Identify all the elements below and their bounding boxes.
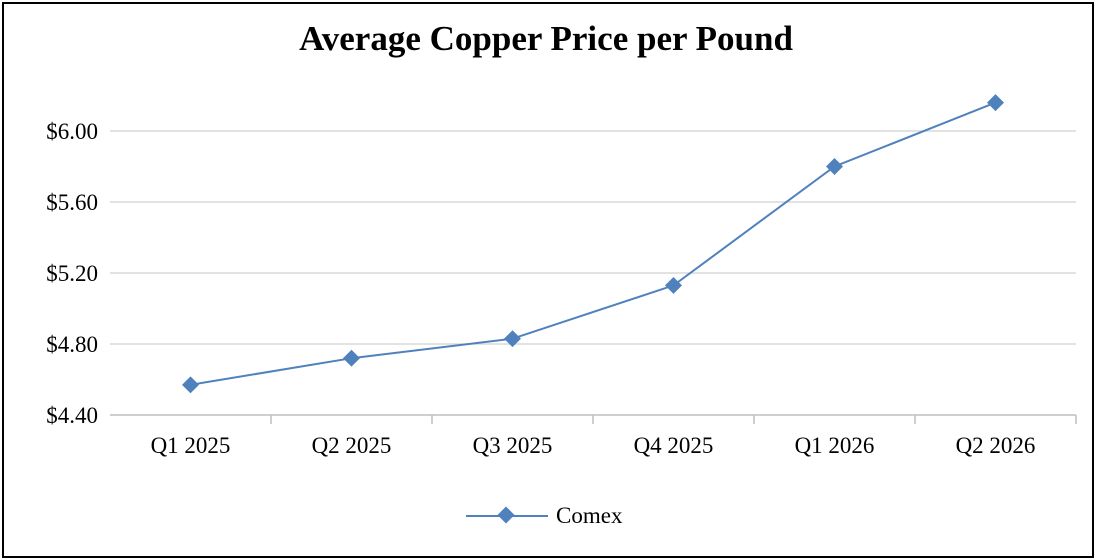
x-axis: Q1 2025 Q2 2025 Q3 2025 Q4 2025 Q1 2026 Q2 20…: [110, 414, 1077, 458]
data-point-marker: [504, 330, 521, 348]
y-tick-label: $6.00: [46, 119, 98, 144]
x-tick-label: Q1 2025: [151, 433, 231, 458]
data-point-marker: [987, 94, 1004, 112]
chart-title: Average Copper Price per Pound: [299, 19, 793, 58]
y-axis-ticks: $4.40 $4.80 $5.20 $5.60 $6.00: [46, 119, 98, 428]
gridlines: [110, 130, 1076, 345]
y-tick-label: $4.80: [46, 332, 98, 357]
legend: Comex: [466, 503, 623, 528]
x-tick-label: Q3 2025: [473, 433, 553, 458]
y-tick-label: $5.20: [46, 261, 98, 286]
x-tick-label: Q4 2025: [634, 433, 714, 458]
x-tick-label: Q1 2026: [795, 433, 875, 458]
legend-label-comex: Comex: [556, 503, 623, 528]
data-point-marker: [182, 376, 199, 394]
x-tick-label: Q2 2026: [956, 433, 1036, 458]
data-point-marker: [343, 349, 360, 367]
data-point-marker: [826, 158, 843, 175]
series-line-comex: [190, 101, 996, 386]
data-point-marker: [665, 276, 682, 294]
legend-diamond-marker: [497, 506, 515, 524]
series-layer: [182, 94, 1004, 394]
y-tick-label: $5.60: [46, 190, 98, 215]
y-tick-label: $4.40: [46, 403, 98, 428]
x-tick-label: Q2 2025: [312, 433, 392, 458]
